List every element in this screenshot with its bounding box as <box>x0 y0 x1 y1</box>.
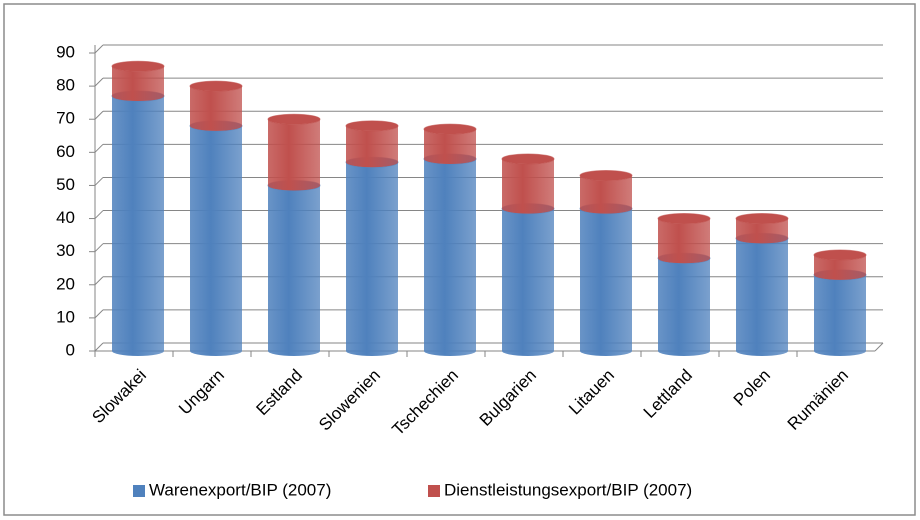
y-tick-label: 90 <box>56 42 75 61</box>
bar-cap <box>423 123 477 135</box>
grid-line-side <box>94 243 104 253</box>
bar-segment <box>112 96 164 357</box>
bar-segment <box>424 129 476 164</box>
grid-line-side <box>94 342 104 352</box>
legend-label: Dienstleistungsexport/BIP (2007) <box>444 480 692 499</box>
bar-segment <box>580 208 632 356</box>
axis-floor-back <box>874 342 884 352</box>
grid-line-side <box>94 77 104 87</box>
grid-line-side <box>94 177 104 186</box>
bar-cap <box>813 249 867 261</box>
bar-segment <box>736 218 788 244</box>
bar-segment <box>502 158 554 214</box>
y-tick-label: 20 <box>56 274 75 293</box>
y-tick-label: 10 <box>56 307 75 326</box>
bar-cap <box>657 213 711 225</box>
bar-segment <box>112 66 164 102</box>
bar-segment <box>346 125 398 168</box>
grid-line-side <box>94 276 104 286</box>
bar-segment <box>658 218 710 264</box>
grid-line-side <box>94 210 104 219</box>
bar-cap <box>111 60 165 72</box>
y-tick-label: 80 <box>56 76 75 95</box>
grid-line-side <box>94 110 104 120</box>
bar-segment <box>814 274 866 356</box>
bar-cap <box>735 213 789 225</box>
bar-segment <box>814 254 866 280</box>
y-tick-label: 60 <box>56 142 75 161</box>
legend-swatch <box>428 485 440 497</box>
bar-segment <box>424 158 476 356</box>
y-tick-label: 0 <box>66 340 75 359</box>
y-tick-label: 50 <box>56 175 75 194</box>
bar-segment <box>190 86 242 131</box>
bar-segment <box>580 175 632 214</box>
bar-segment <box>736 238 788 356</box>
bar-cap <box>267 113 321 125</box>
y-tick-label: 70 <box>56 109 75 128</box>
y-tick-label: 30 <box>56 241 75 260</box>
bar-cap <box>189 80 243 92</box>
bar-cap <box>345 120 399 132</box>
bar-segment <box>268 185 320 356</box>
grid-line-side <box>94 309 104 319</box>
bar-segment <box>658 258 710 356</box>
bar-segment <box>502 208 554 356</box>
bars <box>111 60 867 357</box>
grid-line-side <box>94 143 104 153</box>
legend-swatch <box>133 485 145 497</box>
bar-segment <box>346 162 398 356</box>
grid-line-side <box>94 44 104 54</box>
bar-segment <box>190 125 242 356</box>
legend-label: Warenexport/BIP (2007) <box>149 480 331 499</box>
bar-cap <box>501 153 555 165</box>
y-tick-label: 40 <box>56 208 75 227</box>
bar-cap <box>579 170 633 182</box>
bar-segment <box>268 119 320 191</box>
